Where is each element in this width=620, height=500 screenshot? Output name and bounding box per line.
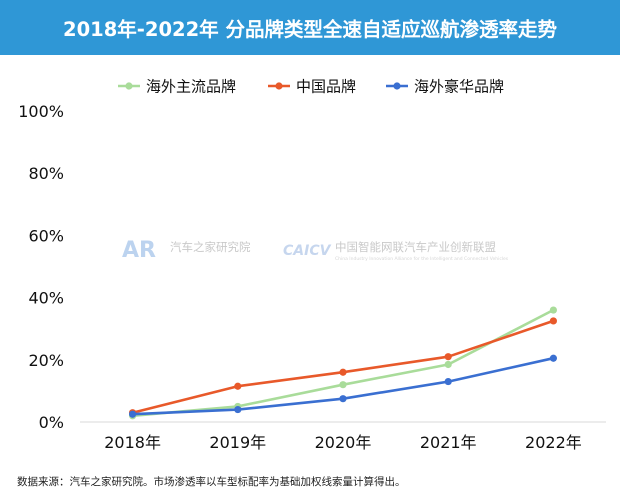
watermark: AR 汽车之家研究院 CAICV 中国智能网联汽车产业创新联盟 China In… [122,238,509,263]
x-tick-label: 2021年 [420,433,477,452]
legend-label: 海外豪华品牌 [414,78,504,96]
data-point [444,377,452,386]
series [129,306,558,420]
series-2 [129,317,558,417]
caicv-watermark: CAICV 中国智能网联汽车产业创新联盟 China Industry Inno… [283,240,509,262]
legend-marker [125,82,133,90]
legend-item-3: 海外豪华品牌 [386,78,504,96]
legend-label: 中国品牌 [296,78,356,96]
x-tick-label: 2022年 [525,433,582,452]
data-point [549,306,558,314]
y-tick-label: 40% [28,289,64,308]
data-point [444,360,452,369]
x-tick-label: 2018年 [104,433,161,452]
legend-label: 海外主流品牌 [146,78,236,96]
y-tick-label: 20% [28,351,64,370]
data-point [339,381,347,389]
y-tick-label: 100% [18,102,64,121]
axes: 0% 20% 40% 60% 80% 100% 2018年 2019年 2020年 2021年 20… [18,102,606,452]
footer-note: 数据来源：汽车之家研究院。市场渗透率以车型标配率为基础加权线索量计算得出。 [17,476,406,488]
data-point [339,368,347,376]
data-point [234,382,242,390]
data-point [549,354,558,362]
data-point [234,405,242,414]
data-point [444,353,452,361]
series-1 [129,306,558,420]
data-point [129,410,137,418]
legend: 海外主流品牌 中国品牌 海外豪华品牌 [118,78,504,96]
autohome-logo: AR [122,238,156,263]
x-tick-label: 2019年 [209,433,266,452]
caicv-watermark-text: 中国智能网联汽车产业创新联盟 [335,240,496,254]
legend-item-2: 中国品牌 [268,78,356,96]
series-3 [129,354,558,418]
line-chart: 海外主流品牌 中国品牌 海外豪华品牌 AR 汽车之家研究院 CAICV 中国智能网联… [18,78,606,452]
y-tick-label: 80% [28,164,64,183]
y-tick-label: 60% [28,226,64,245]
autohome-research-watermark: AR 汽车之家研究院 [122,238,251,263]
data-point [339,395,347,403]
y-tick-label: 0% [39,413,64,432]
data-point [549,317,558,325]
title-bar: 2018年-2022年 分品牌类型全速自适应巡航渗透率走势 [0,0,620,55]
x-tick-label: 2020年 [315,433,372,452]
legend-marker [393,82,401,90]
autohome-watermark-text: 汽车之家研究院 [170,240,251,254]
chart-title: 2018年-2022年 分品牌类型全速自适应巡航渗透率走势 [63,18,557,41]
legend-marker [275,82,283,90]
caicv-watermark-subtext: China Industry Innovation Alliance for t… [335,256,509,262]
legend-item-1: 海外主流品牌 [118,78,236,96]
caicv-logo: CAICV [283,243,332,259]
